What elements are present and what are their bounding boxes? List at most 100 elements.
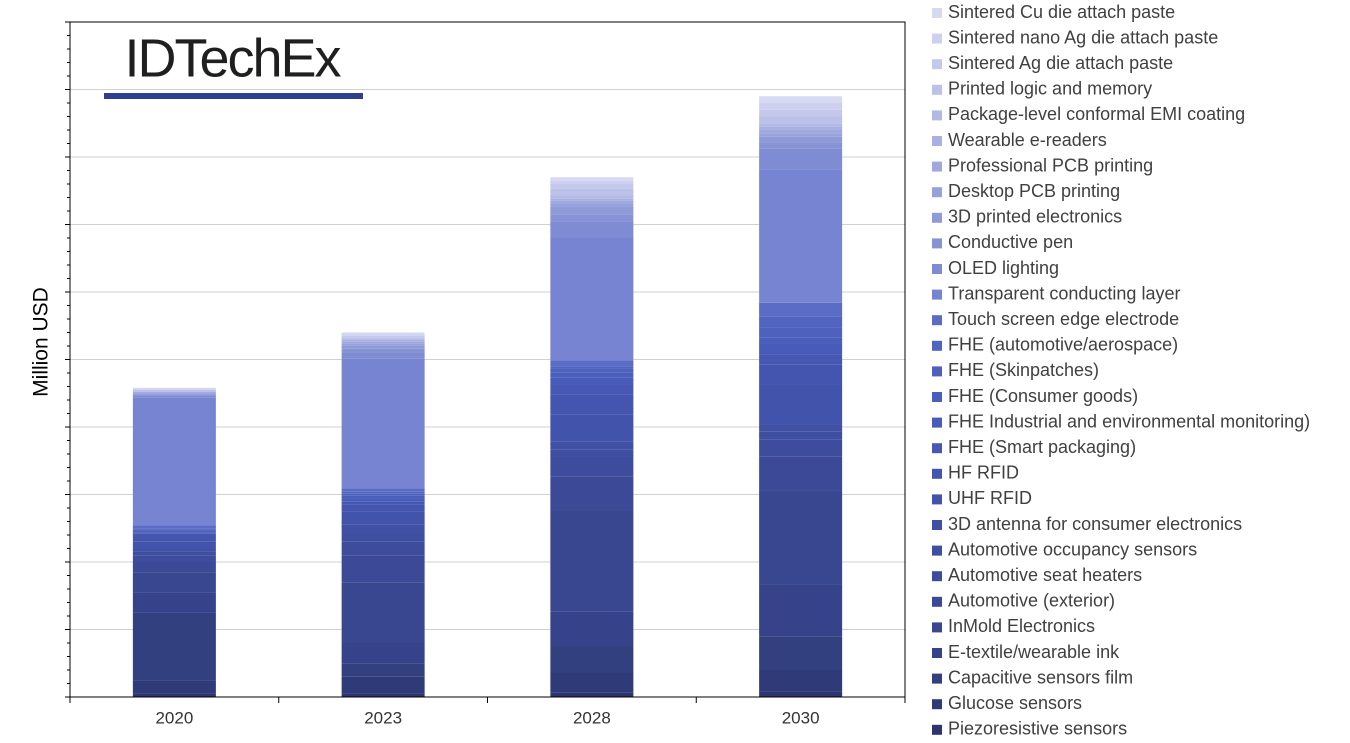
bar-segment [759,584,843,637]
bar-segment [759,116,843,124]
bar-segment [759,327,843,338]
legend-label: Transparent conducting layer [948,283,1180,303]
bar-segment [550,203,634,207]
bar-segment [550,441,634,450]
bar-segment [132,391,216,393]
bar-segment [759,354,843,365]
legend-label: Desktop PCB printing [948,181,1120,201]
bar-segment [132,395,216,398]
legend-label: InMold Electronics [948,616,1095,636]
bar-segment [759,316,843,328]
bar-segment [759,123,843,127]
x-tick-label: 2030 [782,708,820,727]
bar-segment [132,389,216,390]
bar-segment [341,693,425,697]
bar-segment [550,177,634,181]
legend-swatch [932,33,942,44]
bar-segment [759,169,843,303]
bar-segment [132,541,216,549]
bar-segment [550,184,634,189]
bar-segment [341,504,425,512]
legend-swatch [932,264,942,274]
bar-segment [341,676,425,694]
bar-segment [132,612,216,681]
legend-label: FHE Industrial and environmental monitor… [948,411,1310,431]
bar-segment [341,498,425,502]
legend-swatch [932,187,942,198]
legend-swatch [932,84,942,95]
bar-segment [132,394,216,396]
bar-segment [132,387,216,389]
bar-segment [341,491,425,494]
bar-segment [341,341,425,344]
legend-swatch [932,443,942,454]
legend-label: Piezoresistive sensors [948,719,1127,739]
legend-label: Capacitive sensors film [948,667,1133,687]
bar-segment [341,334,425,336]
bar-segment [759,133,843,137]
bar-segment [759,384,843,425]
legend-swatch [932,699,942,710]
bar-segment [341,582,425,643]
legend-label: Sintered Cu die attach paste [948,2,1175,22]
legend-label: Automotive seat heaters [948,565,1142,585]
bar-segment [341,541,425,556]
bar-segment [550,195,634,199]
bar-segment [132,572,216,593]
bar-segment [132,532,216,534]
bar-segment [132,680,216,694]
legend-swatch [932,724,942,735]
legend-label: Printed logic and memory [948,79,1152,99]
bar-segment [132,389,216,391]
bar-segment [759,691,843,697]
legend-swatch [932,673,942,684]
bar-segment [550,360,634,367]
legend-swatch [932,545,942,556]
bar-segment [132,551,216,556]
legend-swatch [932,622,942,633]
bar-segment [550,200,634,204]
bar-segment [550,414,634,442]
bar-segment [759,490,843,585]
bar-segment [341,643,425,664]
legend-label: Sintered nano Ag die attach paste [948,27,1218,47]
bar-segment [341,524,425,535]
bar-segment [550,206,634,215]
bar-segment [132,592,216,613]
bar-segment [550,456,634,477]
bar-segment [132,533,216,535]
bar-segment [132,528,216,530]
bar-segment [341,488,425,492]
legend-swatch [932,315,942,326]
bar-segment [550,611,634,646]
legend-label: 3D antenna for consumer electronics [948,514,1242,534]
bar-segment [132,548,216,552]
bar-segment [550,221,634,238]
bar-segment [132,562,216,573]
bar-segment [759,136,843,143]
x-tick-label: 2020 [155,708,193,727]
bar-segment [341,345,425,349]
bar-segment [341,358,425,489]
bar-segment [759,456,843,491]
bar-segment [132,388,216,390]
bar-segment [550,510,634,612]
legend-label: Conductive pen [948,232,1073,252]
legend-label: 3D printed electronics [948,207,1122,227]
bar-segment [132,529,216,531]
bar-segment [341,493,425,496]
bar-segment [550,214,634,222]
bar-segment [341,338,425,340]
legend-label: Wearable e-readers [948,130,1107,150]
legend-swatch [932,340,942,351]
logo: IDTechEx [124,28,341,88]
bar-segment [341,352,425,359]
legend-label: OLED lighting [948,258,1059,278]
bar-segment [759,96,843,103]
bar-segment [759,142,843,149]
bar-segment [132,535,216,542]
bar-segment [759,636,843,670]
bar-segment [550,377,634,385]
bar-segment [132,391,216,392]
